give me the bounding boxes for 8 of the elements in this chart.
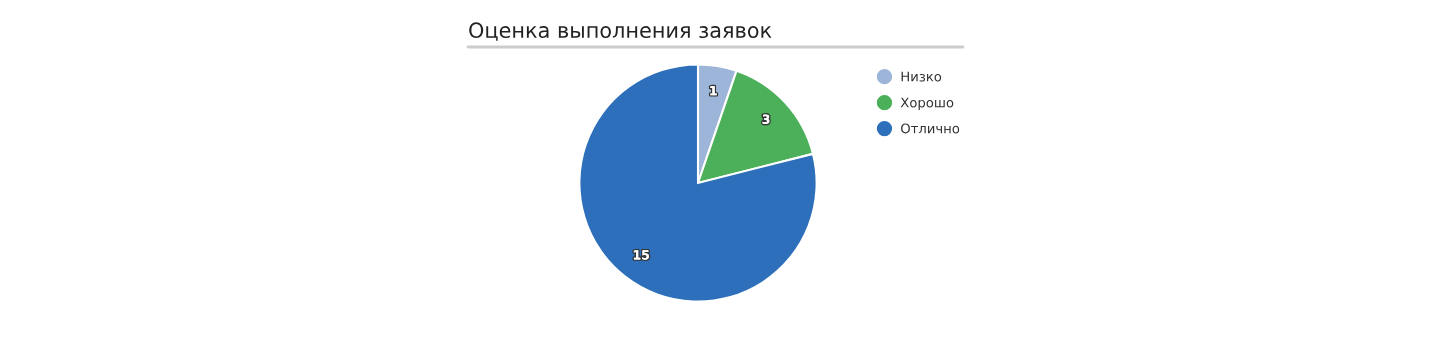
data-label: 15	[633, 250, 649, 260]
legend-label: Отлично	[901, 123, 960, 134]
pie-slice	[578, 63, 818, 303]
chart-title: Оценка выполнения заявок	[469, 22, 772, 41]
legend-label: Хорошо	[900, 97, 954, 111]
legend-label: Низко	[901, 71, 942, 82]
data-label: 3	[762, 114, 770, 124]
data-label: 1	[710, 86, 717, 96]
